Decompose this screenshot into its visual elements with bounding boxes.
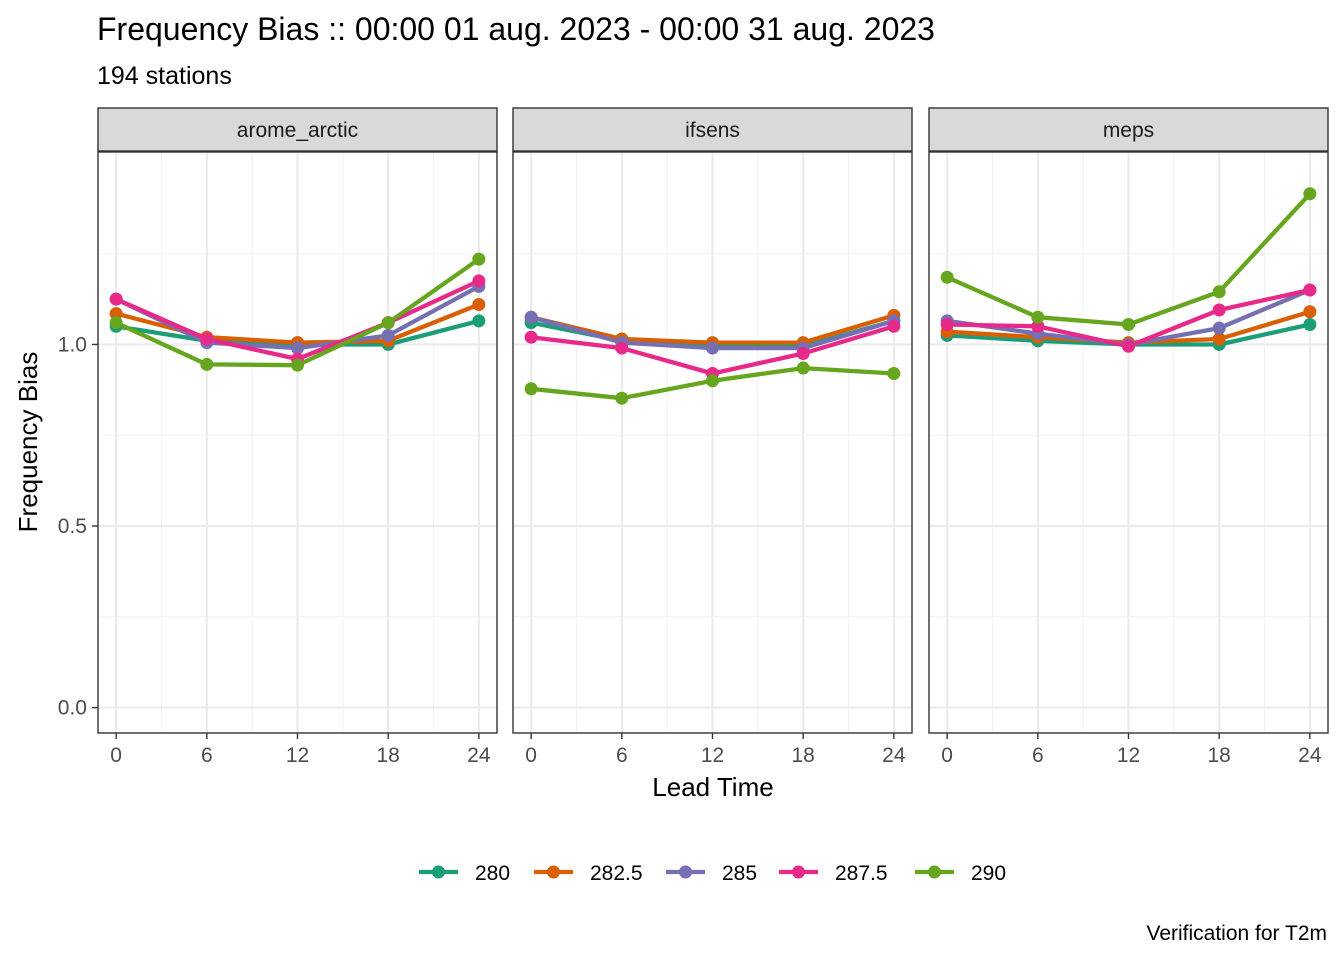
- facet-strip-label: ifsens: [685, 119, 740, 142]
- x-tick-label: 6: [616, 744, 628, 767]
- y-axis: 0.0 0.5 1.0: [58, 333, 98, 720]
- data-point-290: [796, 361, 810, 375]
- legend-label: 290: [971, 862, 1006, 885]
- data-point-287.5: [200, 332, 214, 346]
- facet-strip: [97, 107, 498, 152]
- legend-label: 287.5: [835, 862, 888, 885]
- data-point-287.5: [887, 319, 901, 333]
- data-point-285: [706, 341, 719, 355]
- x-tick-label: 12: [286, 744, 309, 767]
- data-point-290: [291, 358, 304, 372]
- chart-caption: Verification for T2m: [1146, 922, 1327, 945]
- chart-subtitle: 194 stations: [97, 62, 232, 90]
- x-tick-label: 18: [792, 744, 815, 767]
- x-tick-label: 12: [701, 744, 724, 767]
- data-point-287.5: [472, 274, 486, 288]
- data-point-290: [1122, 317, 1135, 331]
- data-point-287.5: [524, 330, 538, 344]
- y-tick-label: 0.5: [58, 515, 87, 538]
- facet-strip-label: arome_arctic: [237, 119, 358, 142]
- data-point-282.5: [1303, 305, 1317, 319]
- legend-item-290: 290: [915, 862, 1006, 885]
- data-point-280: [472, 314, 486, 328]
- data-point-285: [291, 341, 304, 355]
- data-point-285: [1212, 321, 1226, 335]
- data-point-282.5: [472, 298, 486, 312]
- data-point-290: [940, 270, 954, 284]
- facet-panel-ifsens: ifsens 0 6 12 18 24: [512, 107, 913, 767]
- data-point-290: [200, 357, 214, 371]
- data-point-290: [1031, 310, 1045, 324]
- facet-strip: [512, 107, 913, 152]
- chart-title: Frequency Bias :: 00:00 01 aug. 2023 - 0…: [97, 11, 935, 47]
- data-point-287.5: [1031, 319, 1045, 333]
- x-tick-label: 18: [377, 744, 400, 767]
- legend: 280 282.5 285 287.5 290: [419, 862, 1006, 885]
- data-point-287.5: [796, 347, 810, 361]
- facet-panels: arome_arctic 0 6 12 18 24 ifsens 0 6 12 18 24 meps 0 6…: [97, 107, 1329, 767]
- legend-key-point: [679, 865, 692, 879]
- data-point-290: [109, 316, 123, 330]
- legend-key-point: [432, 865, 445, 879]
- data-point-290: [1212, 285, 1226, 299]
- facet-strip: [928, 107, 1329, 152]
- x-axis-label: Lead Time: [652, 772, 773, 802]
- x-tick-label: 18: [1208, 744, 1231, 767]
- data-point-287.5: [940, 317, 954, 331]
- x-tick-label: 0: [110, 744, 122, 767]
- legend-item-280: 280: [419, 862, 510, 885]
- y-axis-label: Frequency Bias: [13, 352, 43, 533]
- x-tick-label: 24: [1298, 744, 1322, 767]
- legend-label: 280: [475, 862, 510, 885]
- data-point-287.5: [1303, 283, 1317, 297]
- data-point-290: [615, 391, 629, 405]
- x-tick-label: 24: [467, 744, 491, 767]
- facet-panel-arome-arctic: arome_arctic 0 6 12 18 24: [97, 107, 498, 767]
- legend-label: 282.5: [590, 862, 643, 885]
- legend-key-point: [928, 865, 941, 879]
- data-point-282.5: [109, 307, 123, 321]
- x-tick-label: 24: [882, 744, 906, 767]
- data-point-290: [1303, 187, 1317, 201]
- data-point-290: [472, 252, 486, 266]
- facet-panel-meps: meps 0 6 12 18 24: [928, 107, 1329, 767]
- legend-key-point: [547, 865, 560, 879]
- data-point-287.5: [1212, 303, 1226, 317]
- legend-item-282.5: 282.5: [534, 862, 643, 885]
- legend-item-285: 285: [666, 862, 757, 885]
- data-point-290: [887, 367, 901, 381]
- data-point-287.5: [1122, 339, 1135, 353]
- data-point-282.5: [1212, 332, 1226, 346]
- legend-item-287.5: 287.5: [779, 862, 888, 885]
- legend-label: 285: [722, 862, 757, 885]
- y-tick-label: 0.0: [58, 697, 87, 720]
- data-point-290: [381, 316, 395, 330]
- data-point-287.5: [615, 341, 629, 355]
- x-tick-label: 6: [201, 744, 213, 767]
- x-tick-label: 0: [525, 744, 537, 767]
- legend-key-point: [792, 865, 805, 879]
- y-tick-label: 1.0: [58, 333, 87, 356]
- data-point-290: [706, 374, 719, 388]
- x-tick-label: 0: [941, 744, 953, 767]
- data-point-285: [524, 310, 538, 324]
- data-point-287.5: [109, 292, 123, 306]
- data-point-290: [524, 382, 538, 396]
- facet-strip-label: meps: [1103, 119, 1154, 142]
- x-tick-label: 6: [1032, 744, 1044, 767]
- data-point-285: [381, 328, 395, 342]
- x-tick-label: 12: [1117, 744, 1140, 767]
- data-point-280: [1303, 317, 1317, 331]
